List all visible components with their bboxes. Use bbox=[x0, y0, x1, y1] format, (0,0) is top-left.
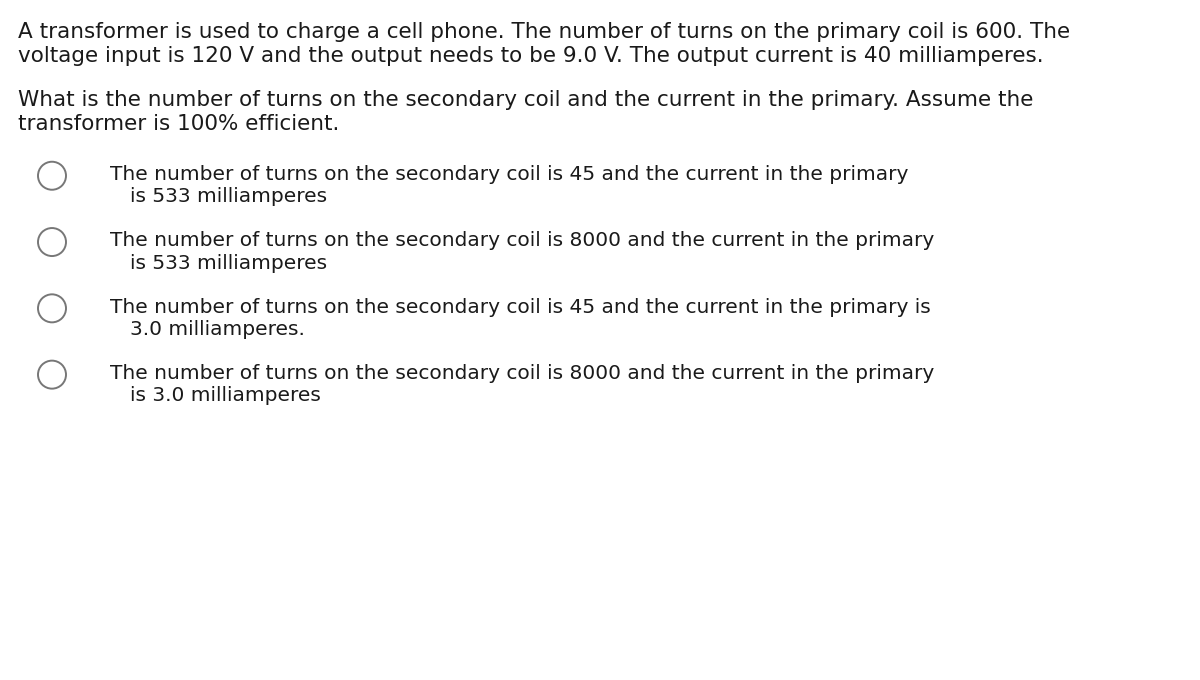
Text: is 3.0 milliamperes: is 3.0 milliamperes bbox=[130, 386, 320, 405]
Text: The number of turns on the secondary coil is 8000 and the current in the primary: The number of turns on the secondary coi… bbox=[110, 231, 935, 250]
Text: is 533 milliamperes: is 533 milliamperes bbox=[130, 188, 328, 207]
Text: 3.0 milliamperes.: 3.0 milliamperes. bbox=[130, 320, 305, 339]
Text: The number of turns on the secondary coil is 45 and the current in the primary i: The number of turns on the secondary coi… bbox=[110, 298, 931, 317]
Text: The number of turns on the secondary coil is 8000 and the current in the primary: The number of turns on the secondary coi… bbox=[110, 364, 935, 383]
Text: What is the number of turns on the secondary coil and the current in the primary: What is the number of turns on the secon… bbox=[18, 90, 1033, 110]
Text: A transformer is used to charge a cell phone. The number of turns on the primary: A transformer is used to charge a cell p… bbox=[18, 22, 1070, 42]
Text: transformer is 100% efficient.: transformer is 100% efficient. bbox=[18, 114, 340, 135]
Text: is 533 milliamperes: is 533 milliamperes bbox=[130, 254, 328, 273]
Text: The number of turns on the secondary coil is 45 and the current in the primary: The number of turns on the secondary coi… bbox=[110, 165, 908, 184]
Text: voltage input is 120 V and the output needs to be 9.0 V. The output current is 4: voltage input is 120 V and the output ne… bbox=[18, 46, 1044, 66]
